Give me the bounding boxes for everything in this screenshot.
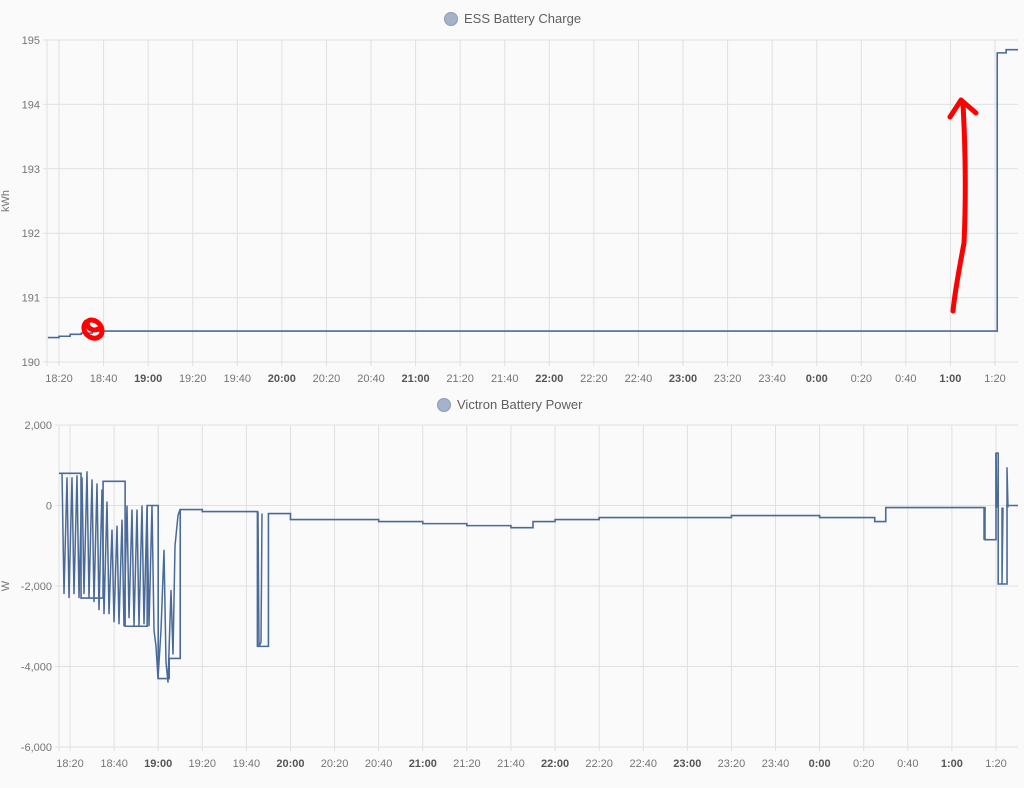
x-tick-label: 23:20 <box>714 373 742 385</box>
x-tick-label: 20:00 <box>268 373 296 385</box>
y-tick-label: 0 <box>46 501 52 513</box>
x-tick-label: 18:40 <box>90 373 118 385</box>
x-tick-label: 19:20 <box>179 373 207 385</box>
series-spike-segment <box>983 453 1009 584</box>
x-tick-label: 18:40 <box>100 758 128 770</box>
y-tick-label: 193 <box>22 164 40 176</box>
x-tick-label: 22:40 <box>625 373 653 385</box>
legend-dot-icon <box>437 397 451 412</box>
y-tick-label: 191 <box>22 293 40 305</box>
y-tick-label: 192 <box>22 228 40 240</box>
y-axis-unit-label: W <box>0 580 12 591</box>
y-tick-label: 195 <box>22 35 40 47</box>
x-tick-label: 19:40 <box>233 758 261 770</box>
x-tick-label: 21:40 <box>497 758 525 770</box>
series-line <box>58 452 1018 680</box>
x-tick-label: 22:20 <box>585 758 613 770</box>
x-tick-label: 1:20 <box>985 758 1006 770</box>
x-tick-label: 23:20 <box>718 758 746 770</box>
legend-dot-icon <box>444 11 458 26</box>
x-tick-label: 0:40 <box>895 373 916 385</box>
x-tick-label: 21:20 <box>446 373 474 385</box>
x-tick-label: 20:40 <box>357 373 385 385</box>
x-tick-label: 21:00 <box>402 373 430 385</box>
x-tick-label: 0:40 <box>897 758 918 770</box>
ess-battery-charge-chart: ESS Battery Charge 195 194 193 192 191 190 18:… <box>0 0 1024 392</box>
x-tick-label: 23:00 <box>669 373 697 385</box>
x-tick-label: 22:40 <box>629 758 657 770</box>
chart-legend[interactable]: Victron Battery Power <box>437 397 582 412</box>
y-tick-label: 194 <box>22 99 40 111</box>
x-tick-label: 0:20 <box>853 758 874 770</box>
y-tick-label: -4,000 <box>21 662 52 674</box>
x-tick-label: 1:00 <box>939 373 961 385</box>
x-tick-label: 21:40 <box>491 373 519 385</box>
chart-plot-area[interactable]: 195 194 193 192 191 190 18:20 18:40 19:00 19:20 19… <box>0 0 1024 392</box>
x-tick-label: 20:40 <box>365 758 393 770</box>
chart-plot-area[interactable]: 2,000 0 -2,000 -4,000 -6,000 18:20 18:40 19:00 1… <box>0 392 1024 788</box>
x-tick-label: 20:00 <box>276 758 304 770</box>
x-tick-label: 0:00 <box>809 758 831 770</box>
legend-label: ESS Battery Charge <box>464 11 582 26</box>
x-tick-label: 19:00 <box>134 373 162 385</box>
x-tick-label: 19:00 <box>144 758 172 770</box>
y-tick-label: -2,000 <box>21 581 52 593</box>
x-tick-label: 1:00 <box>941 758 963 770</box>
victron-battery-power-chart: Victron Battery Power 2,000 0 -2,000 -4,000… <box>0 392 1024 788</box>
x-tick-label: 18:20 <box>45 373 73 385</box>
x-tick-label: 0:00 <box>806 373 828 385</box>
x-tick-label: 20:20 <box>313 373 341 385</box>
y-tick-label: 190 <box>22 357 40 369</box>
x-tick-label: 22:00 <box>541 758 569 770</box>
x-tick-label: 23:40 <box>758 373 786 385</box>
series-line <box>47 48 1018 339</box>
x-tick-label: 20:20 <box>321 758 349 770</box>
x-tick-label: 22:00 <box>535 373 563 385</box>
y-tick-label: -6,000 <box>21 742 52 754</box>
x-tick-label: 18:20 <box>56 758 84 770</box>
x-tick-label: 21:20 <box>453 758 481 770</box>
x-tick-label: 22:20 <box>580 373 608 385</box>
x-tick-label: 23:40 <box>762 758 790 770</box>
legend-label: Victron Battery Power <box>457 397 583 412</box>
y-tick-label: 2,000 <box>24 420 52 432</box>
x-tick-label: 19:40 <box>224 373 252 385</box>
y-axis-unit-label: kWh <box>0 190 12 212</box>
x-tick-label: 21:00 <box>409 758 437 770</box>
series-oscillation-segment <box>61 471 181 683</box>
x-tick-label: 1:20 <box>984 373 1005 385</box>
x-tick-label: 23:00 <box>673 758 701 770</box>
chart-legend[interactable]: ESS Battery Charge <box>444 11 581 26</box>
x-tick-label: 0:20 <box>851 373 872 385</box>
x-tick-label: 19:20 <box>189 758 217 770</box>
series-dip-segment <box>257 511 263 647</box>
